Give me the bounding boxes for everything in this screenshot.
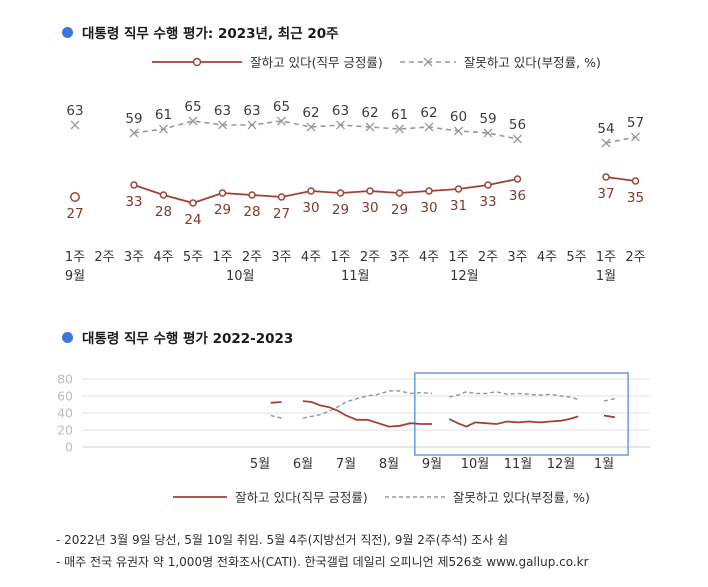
svg-text:3주: 3주 (389, 250, 409, 265)
svg-text:1월: 1월 (596, 269, 616, 283)
svg-text:60: 60 (57, 389, 73, 404)
svg-text:5월: 5월 (250, 457, 270, 471)
weekly-approval-chart: 63 59 61 65 63 63 65 62 63 62 61 62 60 59 56 54 57 27 33 28… (65, 99, 646, 283)
bullet-icon (62, 26, 73, 38)
svg-text:8월: 8월 (379, 457, 399, 471)
svg-text:2주: 2주 (625, 250, 645, 265)
positive-line-swatch-icon (152, 57, 243, 66)
svg-text:12월: 12월 (547, 457, 576, 471)
svg-text:1월: 1월 (594, 457, 614, 471)
svg-text:11월: 11월 (504, 457, 533, 471)
svg-text:30: 30 (420, 200, 437, 216)
top-legend: 잘하고 있다(직무 긍정률) 잘못하고 있다(부정률, %) (56, 52, 696, 71)
svg-text:62: 62 (361, 105, 378, 121)
svg-text:59: 59 (125, 111, 142, 127)
svg-text:61: 61 (391, 107, 408, 123)
legend-negative: 잘못하고 있다(부정률, %) (399, 52, 601, 71)
legend-positive: 잘하고 있다(직무 긍정률) (172, 487, 368, 506)
svg-text:65: 65 (184, 99, 201, 115)
svg-text:60: 60 (450, 109, 467, 125)
svg-text:12월: 12월 (450, 269, 479, 283)
svg-text:1주: 1주 (596, 250, 616, 265)
svg-text:29: 29 (391, 202, 408, 218)
svg-text:63: 63 (332, 103, 349, 119)
svg-text:63: 63 (66, 103, 83, 119)
svg-text:20: 20 (57, 423, 73, 438)
svg-text:62: 62 (420, 105, 437, 121)
legend-negative: 잘못하고 있다(부정률, %) (384, 487, 590, 506)
negative-line-swatch-icon (384, 495, 445, 498)
svg-text:4주: 4주 (537, 250, 557, 265)
svg-text:33: 33 (479, 194, 496, 210)
svg-text:59: 59 (479, 111, 496, 127)
bottom-legend: 잘하고 있다(직무 긍정률) 잘못하고 있다(부정률, %) (56, 487, 706, 506)
svg-text:28: 28 (243, 204, 260, 220)
footnote-line-1: - 2022년 3월 9일 당선, 5월 10일 취임. 5월 4주(지방선거 … (56, 533, 509, 547)
svg-text:2주: 2주 (360, 250, 380, 265)
svg-text:1주: 1주 (330, 250, 350, 265)
svg-text:65: 65 (273, 99, 290, 115)
svg-text:2주: 2주 (94, 250, 114, 265)
legend-positive-label: 잘하고 있다(직무 긍정률) (250, 55, 383, 70)
svg-text:57: 57 (627, 115, 644, 131)
svg-text:3주: 3주 (271, 250, 291, 265)
svg-text:11월: 11월 (341, 269, 370, 283)
legend-positive: 잘하고 있다(직무 긍정률) (151, 52, 383, 71)
svg-text:63: 63 (243, 103, 260, 119)
bullet-icon (62, 331, 73, 343)
svg-text:1주: 1주 (65, 250, 85, 265)
svg-text:33: 33 (125, 194, 142, 210)
footnote-line-2: - 매주 전국 유권자 약 1,000명 전화조사(CATI). 한국갤럽 데일… (56, 554, 589, 569)
svg-text:4주: 4주 (153, 250, 173, 265)
bottom-chart-title: 대통령 직무 수행 평가 2022-2023 (0, 283, 708, 347)
footnotes: - 2022년 3월 9일 당선, 5월 10일 취임. 5월 4주(지방선거 … (56, 530, 708, 573)
svg-text:29: 29 (332, 202, 349, 218)
bottom-chart-title-text: 대통령 직무 수행 평가 2022-2023 (82, 331, 294, 347)
svg-text:36: 36 (509, 188, 526, 204)
negative-line-swatch-icon (399, 57, 456, 66)
svg-text:24: 24 (184, 212, 201, 228)
legend-positive-label: 잘하고 있다(직무 긍정률) (235, 490, 368, 505)
svg-text:6월: 6월 (293, 457, 313, 471)
svg-text:7월: 7월 (336, 457, 356, 471)
svg-text:54: 54 (597, 121, 614, 137)
svg-text:10월: 10월 (226, 269, 255, 283)
svg-text:5주: 5주 (183, 250, 203, 265)
svg-text:1주: 1주 (212, 250, 232, 265)
svg-text:28: 28 (155, 204, 172, 220)
svg-text:9월: 9월 (422, 457, 442, 471)
svg-text:62: 62 (302, 105, 319, 121)
svg-text:61: 61 (155, 107, 172, 123)
svg-text:40: 40 (57, 406, 73, 421)
svg-text:3주: 3주 (124, 250, 144, 265)
top-chart-title-text: 대통령 직무 수행 평가: 2023년, 최근 20주 (82, 26, 339, 42)
longterm-approval-chart: 0 20 40 60 80 5월 6월 7월 8월 9월 10월 11월 12월 1월 (57, 372, 650, 471)
svg-text:4주: 4주 (301, 250, 321, 265)
svg-text:30: 30 (361, 200, 378, 216)
positive-line-swatch-icon (173, 495, 228, 498)
svg-text:35: 35 (627, 190, 644, 206)
svg-text:10월: 10월 (461, 457, 490, 471)
svg-text:31: 31 (450, 198, 467, 214)
svg-text:5주: 5주 (566, 250, 586, 265)
svg-text:0: 0 (65, 440, 73, 455)
svg-text:80: 80 (57, 372, 73, 387)
svg-text:9월: 9월 (65, 269, 85, 283)
svg-text:63: 63 (214, 103, 231, 119)
legend-negative-label: 잘못하고 있다(부정률, %) (452, 490, 590, 505)
svg-text:27: 27 (66, 206, 83, 222)
svg-text:1주: 1주 (448, 250, 468, 265)
top-chart-title: 대통령 직무 수행 평가: 2023년, 최근 20주 (0, 0, 708, 42)
svg-text:30: 30 (302, 200, 319, 216)
svg-text:3주: 3주 (507, 250, 527, 265)
svg-text:29: 29 (214, 202, 231, 218)
svg-text:56: 56 (509, 117, 526, 133)
svg-text:27: 27 (273, 206, 290, 222)
svg-text:4주: 4주 (419, 250, 439, 265)
svg-text:2주: 2주 (478, 250, 498, 265)
legend-negative-label: 잘못하고 있다(부정률, %) (463, 55, 601, 70)
svg-text:37: 37 (597, 186, 614, 202)
svg-text:2주: 2주 (242, 250, 262, 265)
